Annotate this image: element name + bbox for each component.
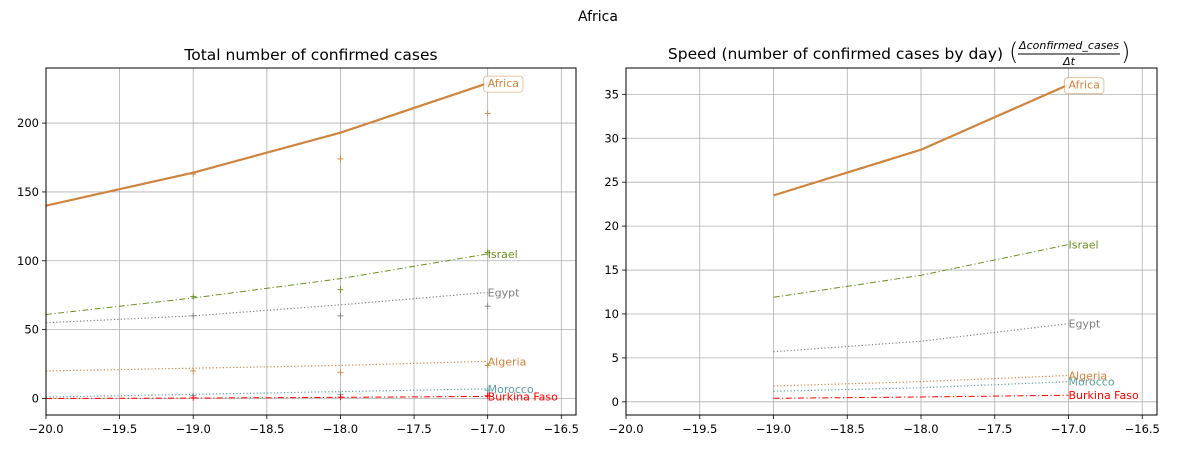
chart-right-series-label: Morocco bbox=[1069, 376, 1115, 389]
chart-left-series-line-burkina-faso bbox=[45, 395, 488, 399]
chart-left-series-label: Burkina Faso bbox=[488, 390, 558, 403]
chart-left-data-marker bbox=[190, 394, 197, 401]
chart-left-data-marker bbox=[484, 110, 491, 117]
chart-right-series-label: Africa bbox=[1069, 79, 1100, 92]
chart-left-series-line-morocco bbox=[45, 388, 488, 398]
chart-left-series-line-africa bbox=[45, 82, 489, 207]
chart-right-y-tick-label: 0 bbox=[612, 395, 619, 409]
chart-right-series-label: Israel bbox=[1069, 239, 1099, 252]
chart-right-series-line-burkina-faso bbox=[773, 394, 1069, 399]
chart-left-data-marker bbox=[190, 293, 197, 300]
chart-right-title: Speed (number of confirmed cases by day)… bbox=[668, 38, 1130, 68]
chart-right-title-paren-open: ( bbox=[1009, 38, 1018, 66]
chart-right-x-tick-label: −17.5 bbox=[977, 422, 1012, 436]
chart-left-data-marker bbox=[190, 171, 197, 178]
chart-left-data-marker bbox=[484, 392, 491, 399]
chart-right-series-label: Egypt bbox=[1069, 318, 1101, 331]
chart-right-x-tick-label: −20.0 bbox=[608, 422, 643, 436]
chart-left-title: Total number of confirmed cases bbox=[183, 46, 437, 64]
chart-left-data-marker bbox=[337, 369, 344, 376]
chart-left-series-label: Algeria bbox=[488, 355, 527, 368]
chart-left-data-marker bbox=[337, 155, 344, 162]
chart-left-x-tick-label: −20.0 bbox=[28, 422, 63, 436]
chart-right-series-line-algeria bbox=[773, 374, 1069, 387]
chart-left-x-tick-label: −18.5 bbox=[249, 422, 284, 436]
chart-right-y-tick-label: 35 bbox=[604, 87, 619, 101]
chart-right-series-label: Burkina Faso bbox=[1069, 389, 1139, 402]
chart-left-x-tick-label: −18.0 bbox=[323, 422, 358, 436]
chart-right-title-denominator: Δt bbox=[1062, 55, 1076, 68]
chart-right-x-tick-label: −18.0 bbox=[903, 422, 938, 436]
chart-right: Speed (number of confirmed cases by day)… bbox=[604, 38, 1160, 436]
chart-right-y-tick-label: 20 bbox=[604, 219, 619, 233]
chart-left-x-tick-label: −19.5 bbox=[102, 422, 137, 436]
chart-right-y-tick-label: 15 bbox=[604, 263, 619, 277]
chart-right-axes-frame bbox=[625, 67, 1158, 416]
chart-left-axes-frame bbox=[45, 67, 577, 416]
chart-right-series-line-africa bbox=[773, 83, 1069, 197]
chart-right-title-paren-close: ) bbox=[1121, 38, 1130, 66]
chart-left-data-marker bbox=[337, 394, 344, 401]
chart-right-series-label: Algeria bbox=[1069, 369, 1108, 382]
chart-right-x-tick-label: −19.5 bbox=[682, 422, 717, 436]
chart-left-x-tick-label: −17.5 bbox=[396, 422, 431, 436]
chart-left-x-tick-label: −16.5 bbox=[544, 422, 579, 436]
chart-left-y-tick-label: 0 bbox=[32, 391, 39, 405]
chart-left-data-marker bbox=[337, 286, 344, 293]
chart-left-x-tick-label: −19.0 bbox=[176, 422, 211, 436]
chart-left-data-marker bbox=[484, 387, 491, 394]
chart-right-series-line-morocco bbox=[773, 381, 1069, 392]
chart-right-series-line-israel bbox=[773, 244, 1069, 298]
chart-left-series-label: Morocco bbox=[488, 383, 534, 396]
chart-right-x-tick-label: −16.5 bbox=[1125, 422, 1160, 436]
chart-right-title-numerator: Δconfirmed_cases bbox=[1018, 39, 1119, 52]
chart-left-data-marker bbox=[190, 367, 197, 374]
chart-left-series-line-israel bbox=[45, 253, 488, 315]
chart-left-data-marker bbox=[484, 303, 491, 310]
chart-right-y-tick-label: 10 bbox=[604, 307, 619, 321]
figure-suptitle: Africa bbox=[578, 9, 618, 25]
chart-left-x-tick-label: −17.0 bbox=[470, 422, 505, 436]
chart-right-y-tick-label: 30 bbox=[604, 131, 619, 145]
chart-right-title-text: Speed (number of confirmed cases by day) bbox=[668, 45, 1003, 63]
chart-left-data-marker bbox=[484, 249, 491, 256]
chart-right-y-tick-label: 25 bbox=[604, 175, 619, 189]
chart-left-series-label: Africa bbox=[488, 77, 519, 90]
chart-right-y-tick-label: 5 bbox=[612, 351, 619, 365]
chart-left-series-label: Israel bbox=[488, 248, 518, 261]
chart-left: Total number of confirmed cases Africa Is… bbox=[17, 46, 579, 436]
chart-right-x-tick-label: −19.0 bbox=[756, 422, 791, 436]
chart-left-data-marker bbox=[190, 312, 197, 319]
chart-left-y-tick-label: 50 bbox=[24, 323, 39, 337]
chart-right-label-box bbox=[1064, 77, 1105, 95]
chart-left-label-box bbox=[483, 75, 524, 93]
chart-left-data-marker bbox=[484, 362, 491, 369]
chart-right-x-tick-label: −18.5 bbox=[830, 422, 865, 436]
chart-left-series-line-algeria bbox=[45, 360, 488, 372]
chart-left-series-line-egypt bbox=[45, 291, 488, 324]
chart-left-y-tick-label: 150 bbox=[17, 185, 39, 199]
chart-left-y-tick-label: 100 bbox=[17, 254, 39, 268]
chart-left-series-label: Egypt bbox=[488, 286, 520, 299]
chart-right-x-tick-label: −17.0 bbox=[1051, 422, 1086, 436]
chart-left-data-marker bbox=[337, 312, 344, 319]
chart-left-y-tick-label: 200 bbox=[17, 116, 39, 130]
